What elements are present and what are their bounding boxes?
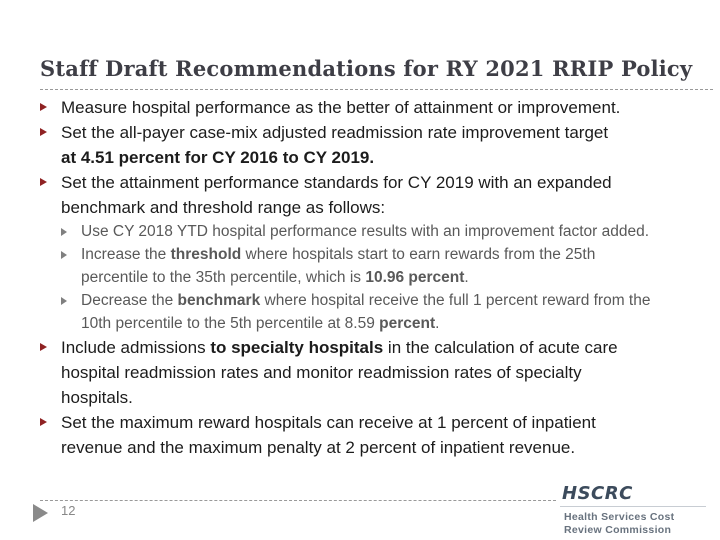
- hscrc-logo: HSCRC Health Services Cost Review Commis…: [556, 482, 710, 540]
- bullet-text: Set the attainment performance standards…: [61, 170, 612, 220]
- slide-advance-arrow-icon: [33, 504, 48, 522]
- logo-subtitle: Health Services Cost Review Commission: [560, 507, 706, 537]
- bullet-text: Measure hospital performance as the bett…: [61, 95, 620, 120]
- title-divider: [40, 89, 713, 90]
- logo-subtitle-line2: Review Commission: [564, 524, 672, 536]
- text-segment: Include admissions: [61, 338, 211, 357]
- footer-divider: [40, 500, 556, 501]
- text-segment: 10.96 percent: [365, 269, 465, 286]
- bullet-text: Use CY 2018 YTD hospital performance res…: [81, 220, 649, 243]
- text-segment: Use CY 2018 YTD hospital performance res…: [81, 223, 650, 240]
- bullet-arrow-icon: [40, 335, 61, 351]
- logo-subtitle-line1: Health Services Cost: [564, 511, 675, 523]
- bullet-list: Measure hospital performance as the bett…: [40, 95, 708, 460]
- text-segment: Measure hospital performance as the bett…: [61, 98, 621, 117]
- text-segment: Set the attainment performance standards…: [61, 173, 612, 217]
- page-number: 12: [61, 503, 76, 518]
- bullet-arrow-icon: [40, 410, 61, 426]
- bullet-arrow-icon: [61, 220, 81, 236]
- text-segment: percent: [379, 315, 436, 332]
- text-segment: where hospitals start to earn rewards fr…: [81, 246, 596, 286]
- bullet-item: Use CY 2018 YTD hospital performance res…: [61, 220, 708, 243]
- text-segment: where hospital receive the full 1 percen…: [81, 292, 651, 332]
- bullet-arrow-icon: [61, 289, 81, 305]
- text-segment: at 4.51 percent for CY 2016 to CY 2019.: [61, 148, 375, 167]
- bullet-item: Set the maximum reward hospitals can rec…: [40, 410, 708, 460]
- text-segment: threshold: [170, 246, 242, 263]
- bullet-item: Decrease the benchmark where hospital re…: [61, 289, 708, 335]
- bullet-text: Decrease the benchmark where hospital re…: [81, 289, 650, 335]
- text-segment: Set the maximum reward hospitals can rec…: [61, 413, 596, 457]
- text-segment: Set the all-payer case-mix adjusted read…: [61, 123, 609, 142]
- text-segment: .: [435, 315, 440, 332]
- slide-title: Staff Draft Recommendations for RY 2021 …: [40, 56, 693, 81]
- bullet-arrow-icon: [61, 243, 81, 259]
- logo-acronym: HSCRC: [560, 483, 706, 507]
- bullet-item: Include admissions to specialty hospital…: [40, 335, 708, 410]
- text-segment: Decrease the: [81, 292, 178, 309]
- text-segment: .: [464, 269, 469, 286]
- bullet-item: Increase the threshold where hospitals s…: [61, 243, 708, 289]
- bullet-arrow-icon: [40, 120, 61, 136]
- bullet-item: Measure hospital performance as the bett…: [40, 95, 708, 120]
- text-segment: to specialty hospitals: [210, 338, 384, 357]
- bullet-text: Set the maximum reward hospitals can rec…: [61, 410, 596, 460]
- text-segment: in the calculation of acute care hospita…: [61, 338, 618, 407]
- bullet-text: Increase the threshold where hospitals s…: [81, 243, 595, 289]
- bullet-text: Set the all-payer case-mix adjusted read…: [61, 120, 608, 170]
- bullet-item: Set the all-payer case-mix adjusted read…: [40, 120, 708, 170]
- bullet-arrow-icon: [40, 170, 61, 186]
- text-segment: benchmark: [177, 292, 261, 309]
- bullet-item: Set the attainment performance standards…: [40, 170, 708, 220]
- bullet-arrow-icon: [40, 95, 61, 111]
- bullet-text: Include admissions to specialty hospital…: [61, 335, 618, 410]
- text-segment: Increase the: [81, 246, 171, 263]
